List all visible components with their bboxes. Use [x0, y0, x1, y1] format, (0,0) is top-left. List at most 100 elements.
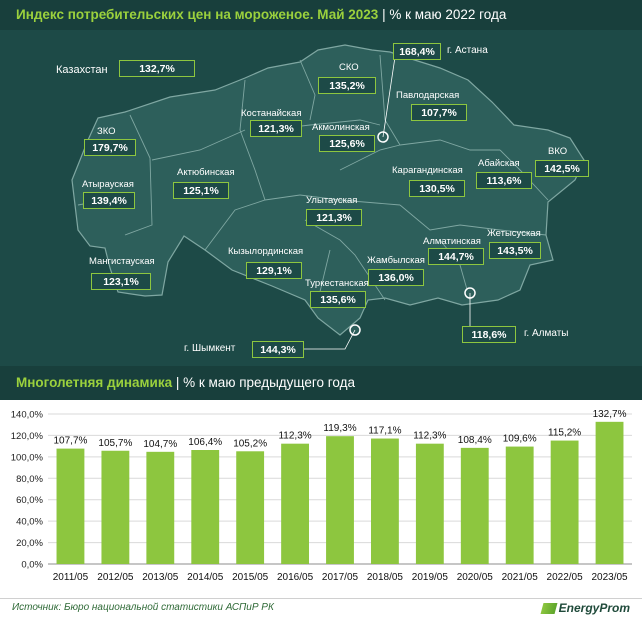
- region-name-zhetysu: Жетысуская: [487, 228, 541, 239]
- y-tick-label: 60,0%: [16, 495, 43, 506]
- y-tick-label: 140,0%: [11, 410, 44, 421]
- footer: Источник: Бюро национальной статистики А…: [0, 598, 642, 620]
- bar: [370, 438, 399, 564]
- x-tick-label: 2019/05: [412, 572, 449, 583]
- header-band: Индекс потребительских цен на мороженое.…: [0, 0, 642, 30]
- region-name-sko: СКО: [339, 62, 359, 73]
- bar-value-label: 117,1%: [368, 426, 401, 437]
- bar: [460, 447, 489, 564]
- city-value-shymkent: 144,3%: [252, 341, 304, 358]
- x-tick-label: 2017/05: [322, 572, 359, 583]
- bar-value-label: 112,3%: [413, 431, 446, 442]
- brand-logo: EnergyProm: [540, 601, 630, 615]
- region-name-pavlodar: Павлодарская: [396, 90, 460, 101]
- region-value-kyzylorda: 129,1%: [246, 262, 302, 279]
- region-name-mangystau: Мангистауская: [89, 256, 155, 267]
- bar-value-label: 107,7%: [54, 436, 88, 447]
- y-tick-label: 40,0%: [16, 517, 43, 528]
- country-value: 132,7%: [119, 60, 195, 77]
- region-name-abay: Абайская: [478, 158, 520, 169]
- page-subtitle: | % к маю 2022 года: [382, 7, 507, 22]
- x-tick-label: 2021/05: [502, 572, 539, 583]
- city-name-almaty: г. Алматы: [524, 328, 569, 339]
- page-title-text: Индекс потребительских цен на мороженое.…: [16, 7, 379, 22]
- brand-name: EnergyProm: [558, 601, 630, 615]
- page-title: Индекс потребительских цен на мороженое.…: [16, 0, 506, 30]
- bar-value-label: 105,2%: [233, 438, 267, 449]
- x-tick-label: 2018/05: [367, 572, 404, 583]
- region-value-atyrau: 139,4%: [83, 192, 135, 209]
- bar: [595, 421, 624, 564]
- bar-value-label: 108,4%: [458, 435, 492, 446]
- x-tick-label: 2012/05: [97, 572, 134, 583]
- x-tick-label: 2020/05: [457, 572, 494, 583]
- bar: [505, 446, 534, 564]
- chart-panel: 0,0% 20,0% 40,0% 60,0% 80,0% 100,0% 120,0% 140,…: [0, 400, 642, 598]
- bar-value-label: 104,7%: [143, 439, 177, 450]
- city-name-shymkent: г. Шымкент: [184, 343, 236, 354]
- city-name-astana: г. Астана: [447, 45, 488, 56]
- region-name-zko: ЗКО: [97, 126, 116, 137]
- chart-title-text: Многолетняя динамика: [16, 375, 173, 390]
- region-value-karaganda: 130,5%: [409, 180, 465, 197]
- bar: [146, 451, 175, 564]
- y-tick-label: 0,0%: [21, 560, 43, 571]
- region-value-abay: 113,6%: [476, 172, 532, 189]
- region-value-sko: 135,2%: [318, 77, 376, 94]
- x-tick-label: 2016/05: [277, 572, 314, 583]
- chart-subtitle: | % к маю предыдущего года: [175, 375, 356, 390]
- region-value-mangystau: 123,1%: [91, 273, 151, 290]
- region-name-kostanay: Костанайская: [241, 108, 302, 119]
- x-tick-label: 2023/05: [591, 572, 628, 583]
- x-tick-label: 2022/05: [547, 572, 584, 583]
- region-name-atyrau: Атырауская: [82, 179, 134, 190]
- city-value-almaty: 118,6%: [462, 326, 516, 343]
- bar: [326, 436, 354, 564]
- region-value-zko: 179,7%: [84, 139, 136, 156]
- bar-chart: 0,0% 20,0% 40,0% 60,0% 80,0% 100,0% 120,0% 140,…: [11, 409, 632, 583]
- region-value-kostanay: 121,3%: [250, 120, 302, 137]
- region-name-aktobe: Актюбинская: [177, 167, 235, 178]
- city-value-astana: 168,4%: [393, 43, 441, 60]
- x-tick-label: 2015/05: [232, 572, 269, 583]
- region-value-akmola: 125,6%: [319, 135, 375, 152]
- chart-title: Многолетняя динамика | % к маю предыдуще…: [16, 366, 355, 400]
- region-name-turkestan: Туркестанская: [305, 278, 369, 289]
- region-value-almaty-region: 144,7%: [428, 248, 484, 265]
- region-name-zhambyl: Жамбылская: [367, 255, 425, 266]
- brand-logo-icon: [540, 602, 558, 614]
- bar-value-label: 119,3%: [323, 423, 356, 434]
- x-tick-label: 2011/05: [53, 572, 89, 583]
- region-value-pavlodar: 107,7%: [411, 104, 467, 121]
- region-value-vko: 142,5%: [535, 160, 589, 177]
- bar-value-label: 115,2%: [548, 428, 581, 439]
- region-name-almaty-region: Алматинская: [423, 236, 481, 247]
- x-tick-label: 2014/05: [187, 572, 224, 583]
- chart-header-band: Многолетняя динамика | % к маю предыдуще…: [0, 366, 642, 400]
- bar: [415, 443, 444, 564]
- bar-value-label: 105,7%: [98, 438, 132, 449]
- bar-value-label: 106,4%: [188, 437, 222, 448]
- bar-value-label: 109,6%: [503, 434, 537, 445]
- x-tick-label: 2013/05: [142, 572, 179, 583]
- region-value-aktobe: 125,1%: [173, 182, 229, 199]
- bar: [56, 448, 85, 564]
- region-name-karaganda: Карагандинская: [392, 165, 463, 176]
- region-name-kyzylorda: Кызылординская: [228, 246, 304, 257]
- y-tick-label: 80,0%: [16, 474, 43, 485]
- region-value-zhetysu: 143,5%: [489, 242, 541, 259]
- region-value-zhambyl: 136,0%: [368, 269, 424, 286]
- y-tick-label: 100,0%: [11, 452, 44, 463]
- country-name: Казахстан: [56, 64, 108, 76]
- bar: [281, 443, 310, 564]
- bar: [191, 450, 220, 564]
- leader-lines: [304, 56, 471, 350]
- bar: [236, 451, 265, 564]
- region-name-akmola: Акмолинская: [312, 122, 370, 133]
- bar: [550, 440, 579, 564]
- region-value-turkestan: 135,6%: [310, 291, 366, 308]
- bar-value-label: 112,3%: [278, 431, 311, 442]
- map-panel: Индекс потребительских цен на мороженое.…: [0, 0, 642, 366]
- bar-value-label: 132,7%: [593, 409, 627, 420]
